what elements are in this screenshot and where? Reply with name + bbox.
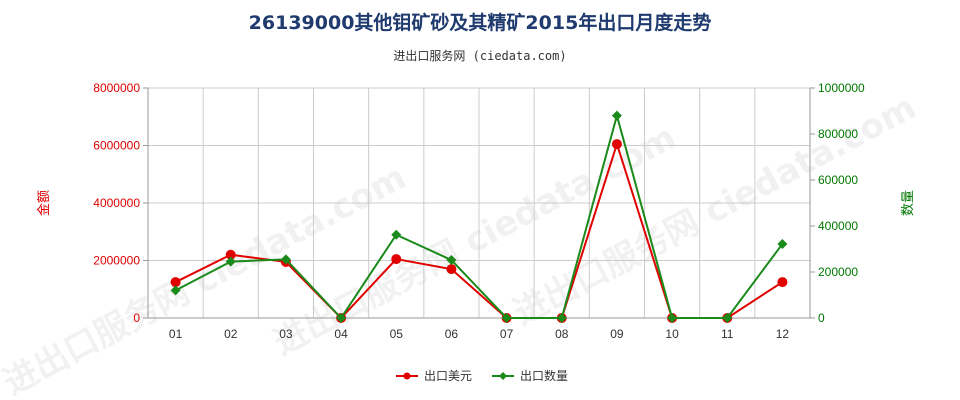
data-point-value [611, 139, 622, 150]
series-line-quantity [175, 111, 784, 320]
legend-label-quantity: 出口数量 [520, 368, 568, 383]
chart-subtitle: 进出口服务网 (ciedata.com) [393, 49, 567, 63]
data-point-value [777, 277, 788, 288]
data-point-quantity [336, 313, 347, 323]
x-tick-label: 12 [776, 327, 790, 341]
grid-layer [147, 87, 811, 319]
data-point-quantity [777, 238, 788, 249]
data-point-value [225, 249, 236, 260]
data-point-quantity [446, 255, 457, 266]
legend-label-value: 出口美元 [424, 369, 472, 383]
x-tick-label: 06 [445, 327, 459, 341]
x-tick-label: 10 [665, 327, 679, 341]
x-tick-label: 02 [224, 327, 238, 341]
data-point-quantity [170, 285, 181, 296]
x-tick-label: 01 [169, 327, 183, 341]
legend-marker-quantity [499, 372, 507, 380]
x-tick-label: 04 [334, 327, 348, 341]
watermark-text: 进出口服务网 ciedata.com [0, 157, 412, 400]
right-tick-label: 400000 [818, 219, 858, 233]
data-point-quantity [556, 313, 567, 323]
left-tick-label: 4000000 [93, 196, 140, 210]
left-tick-label: 8000000 [93, 81, 140, 95]
data-point-value [170, 277, 181, 288]
data-point-quantity [611, 110, 622, 121]
data-point-quantity [280, 254, 291, 265]
legend-marker-value [403, 372, 411, 380]
left-tick-label: 6000000 [93, 139, 140, 153]
right-tick-label: 800000 [818, 127, 858, 141]
data-point-quantity [225, 256, 236, 267]
legend-layer: 出口美元 出口数量 [396, 368, 568, 383]
x-tick-label: 08 [555, 327, 569, 341]
right-tick-label: 0 [818, 311, 825, 325]
data-point-quantity [501, 313, 512, 323]
left-axis-label: 金额 [36, 190, 52, 216]
chart-title: 26139000其他钼矿砂及其精矿2015年出口月度走势 [248, 12, 712, 34]
right-tick-label: 200000 [818, 265, 858, 279]
data-point-quantity [391, 229, 402, 240]
left-tick-label: 2000000 [93, 254, 140, 268]
left-tick-label: 0 [133, 311, 140, 325]
x-tick-label: 03 [279, 327, 293, 341]
data-point-quantity [722, 313, 733, 323]
right-axis-label: 数量 [901, 190, 916, 216]
x-tick-label: 11 [721, 327, 734, 341]
x-tick-label: 09 [610, 327, 624, 341]
series-layer [170, 110, 788, 323]
right-tick-label: 600000 [818, 173, 858, 187]
data-point-quantity [667, 313, 678, 323]
axes-layer: 0 2000000 4000000 6000000 8000000 0 200000 4000… [36, 81, 916, 341]
data-point-value [446, 264, 457, 275]
right-tick-label: 1000000 [818, 81, 865, 95]
x-tick-label: 05 [390, 327, 404, 341]
x-tick-label: 07 [500, 327, 514, 341]
data-point-value [391, 254, 402, 265]
